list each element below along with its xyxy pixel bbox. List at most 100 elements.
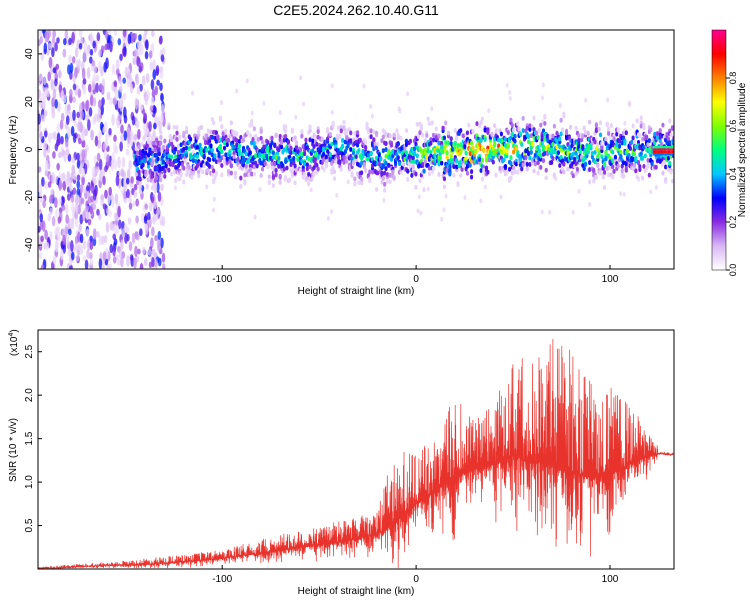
spectrogram-cell — [293, 135, 297, 141]
spectrogram-cell — [256, 136, 261, 142]
spectrogram-cell — [303, 161, 307, 167]
spectrogram-cell — [76, 159, 81, 169]
spectrogram-cell — [172, 169, 176, 175]
colorbar-gradient — [711, 29, 727, 271]
spectrogram-cell — [43, 130, 48, 138]
spectrogram-cell — [218, 137, 223, 143]
spectrogram-cell — [349, 147, 353, 152]
snr-x-tick-label: -100 — [212, 574, 232, 585]
spectrogram-cell — [289, 150, 293, 156]
spectrogram-cell — [586, 130, 590, 136]
spectrogram-cell — [55, 208, 59, 218]
spectrogram-cell — [49, 231, 53, 241]
spectrogram-cell — [128, 72, 132, 80]
spectrogram-cell — [147, 248, 152, 256]
spectrogram-cell — [342, 159, 346, 165]
spectrogram-cell — [577, 140, 581, 146]
spectrogram-cell — [469, 140, 474, 146]
spectrogram-cell — [528, 155, 532, 161]
spectrogram-cell — [115, 174, 120, 187]
spectrogram-cell — [606, 97, 610, 103]
spectrogram-cell — [144, 150, 148, 156]
spectrogram-cell — [563, 156, 567, 162]
spectrogram-cell — [463, 195, 467, 201]
spectrogram-cell — [251, 137, 255, 142]
spectrogram-cell — [107, 30, 112, 36]
spectrogram-cell — [422, 168, 426, 174]
spectrogram-cell — [596, 163, 600, 169]
spectrogram-cell — [551, 156, 555, 161]
spectrogram-cell — [541, 158, 546, 164]
spectrogram-cell — [62, 48, 67, 58]
spectrogram-cell — [588, 167, 592, 172]
spectrogram-cell — [44, 169, 49, 177]
spectrogram-cell — [46, 90, 50, 98]
spectrogram-cell — [430, 169, 434, 175]
spectrogram-cell — [91, 173, 96, 183]
spectrogram-cell — [652, 145, 654, 149]
spectrogram-cell — [159, 214, 163, 223]
spectrogram-cell — [44, 30, 49, 43]
snr-x-tick-label: 0 — [413, 574, 419, 585]
spectrogram-cell — [509, 175, 513, 181]
spectrogram-cell — [619, 149, 623, 155]
spectrogram-cell — [559, 131, 563, 137]
spectrogram-cell — [369, 103, 373, 109]
spectrogram-cell — [135, 215, 139, 224]
spectrogram-cell — [113, 80, 118, 88]
spectrogram-cell — [307, 171, 311, 177]
spectrogram-cell — [86, 248, 90, 260]
spectrogram-cell — [588, 160, 592, 165]
spectrogram-cell — [57, 101, 61, 113]
spectrogram-cell — [150, 42, 155, 54]
spectrogram-cell — [123, 106, 127, 119]
spectrogram-cell — [89, 206, 94, 215]
spectrogram-cell — [49, 207, 53, 216]
snr-y-tick-label: 2.0 — [24, 388, 35, 402]
spectrogram-cell — [396, 155, 400, 161]
spectrogram-cell — [655, 135, 660, 141]
spectrogram-cell — [187, 146, 191, 151]
spectrogram-cell — [582, 125, 586, 131]
spectrogram-cell — [121, 251, 126, 259]
spectrogram-cell — [109, 40, 113, 53]
spectrogram-cell — [278, 175, 282, 180]
spectrogram-cell — [366, 152, 371, 158]
spectrogram-cell — [278, 110, 282, 116]
spectrogram-cell — [42, 101, 46, 110]
spectrogram-cell — [122, 50, 127, 58]
spectrogram-cell — [79, 233, 84, 244]
spectrogram-cell — [167, 143, 171, 148]
spectrogram-cell — [95, 74, 100, 82]
spectrogram-cell — [483, 184, 487, 190]
spectrogram-cell — [551, 133, 555, 139]
spectrogram-cell — [82, 240, 87, 250]
spectrogram-cell — [98, 48, 102, 58]
spectrogram-cell — [62, 94, 67, 104]
spectrogram-cell — [82, 84, 87, 95]
spectrogram-cell — [135, 232, 139, 241]
spectrogram-cell — [370, 169, 375, 175]
snr-y-ticks: 0.5 1.0 1.5 2.0 2.5 — [24, 344, 42, 532]
spectrogram-cell — [133, 183, 138, 191]
spectrogram-cell — [427, 165, 432, 171]
spectrogram-cell — [605, 165, 609, 171]
spectrogram-cell — [412, 146, 417, 152]
spectrogram-cell — [152, 69, 157, 81]
spectrogram-cell — [408, 154, 413, 160]
spectrogram-cell — [381, 164, 385, 169]
spectrogram-cell — [52, 255, 57, 265]
spectrogram-cell — [68, 54, 72, 64]
spectrogram-cell — [84, 128, 88, 137]
spectrogram-cell — [593, 150, 597, 155]
spectrogram-cell — [388, 179, 392, 185]
spectrogram-cell — [471, 129, 475, 135]
spectrogram-cell — [151, 30, 155, 37]
spectrogram-cell — [160, 237, 164, 249]
spectrogram-cell — [70, 251, 75, 261]
spectrogram-cell — [611, 174, 615, 180]
spectrogram-cell — [132, 200, 136, 207]
spectrogram-cell — [270, 140, 274, 146]
spectrogram-cell — [316, 155, 320, 160]
spectrogram-cell — [480, 176, 485, 182]
